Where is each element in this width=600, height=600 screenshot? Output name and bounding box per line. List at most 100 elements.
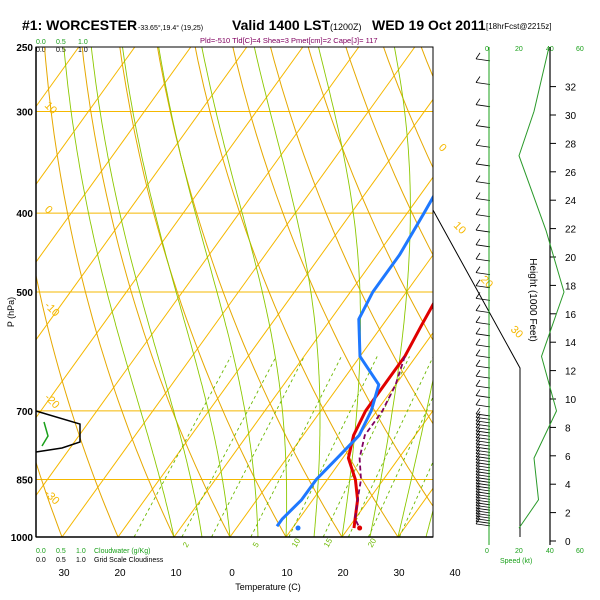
wind-barb-flag <box>475 411 481 418</box>
height-tick-label: 28 <box>565 139 577 150</box>
wind-barb-shaft <box>475 515 491 519</box>
wind-barb-shaft <box>475 285 491 289</box>
wind-barb-shaft <box>475 510 491 514</box>
wind-barb-flag <box>475 485 481 493</box>
wind-barb-flag <box>475 493 481 501</box>
wind-barb-flag <box>475 327 481 335</box>
speed-top-tick: 20 <box>515 46 523 53</box>
wind-barb-flag <box>475 76 481 83</box>
wind-barb-shaft <box>475 499 491 503</box>
wind-barb-flag <box>475 462 481 469</box>
mixing-ratio-line <box>133 356 232 537</box>
cloudwater-curve <box>41 421 49 447</box>
valid-date: WED 19 Oct 2011 <box>372 17 486 33</box>
wind-barb-shaft <box>475 144 491 148</box>
gridscale-legend: Grid Scale Cloudiness <box>94 557 164 564</box>
wind-barb-flag <box>475 431 481 438</box>
pressure-tick-label: 400 <box>16 209 33 220</box>
moist-adiabat <box>158 47 259 537</box>
height-axis-label: Height (1000 Feet) <box>527 258 538 341</box>
height-tick-label: 26 <box>565 168 577 179</box>
pressure-ticks: 250 300 400 500 700 850 1000 <box>11 43 34 544</box>
wind-barb-shaft <box>475 104 491 108</box>
wind-barb-flag <box>475 479 481 487</box>
wind-barb-shaft <box>475 453 491 456</box>
wind-barb-shaft <box>475 214 491 218</box>
isotherm-line <box>61 47 416 537</box>
wind-barb-shaft <box>475 385 491 389</box>
indices-line: Pld=-510 Tld[C]=4 Shea=3 Pmet[cm]=2 Cape… <box>200 36 378 45</box>
dry-adiabat <box>194 47 399 537</box>
moist-adiabat <box>253 47 321 537</box>
wind-barb-shaft <box>475 198 491 201</box>
moist-adiabat <box>397 377 433 537</box>
temperature-profile <box>346 301 433 529</box>
height-tick-label: 24 <box>565 196 577 207</box>
speed-bottom-tick: 60 <box>576 548 584 555</box>
wind-barb-flag <box>475 279 481 286</box>
speed-axis-label: Speed (kt) <box>500 558 532 565</box>
wind-barb-flag <box>475 421 481 428</box>
isotherm-line <box>36 47 192 263</box>
wind-barb-flag <box>475 501 481 509</box>
temperature-tick-label: 10 <box>170 568 182 579</box>
wind-barb-flag <box>475 471 481 478</box>
isotherm-line <box>285 331 433 537</box>
height-tick-label: 2 <box>565 509 571 520</box>
mixing-ratio-label: 5 <box>251 540 261 549</box>
height-tick-label: 22 <box>565 225 577 236</box>
wind-barb-flag <box>475 450 481 457</box>
wind-barb-flag <box>475 316 481 323</box>
wind-barb-flag <box>475 389 481 396</box>
cloud-bottom-tick-green: 1.0 <box>76 548 86 555</box>
cloud-bottom-legend-green: 0.0 0.5 1.0 Cloudwater (g/Kg) <box>36 548 150 555</box>
parcel-profile <box>354 356 406 529</box>
moist-adiabat <box>201 47 288 537</box>
dry-adiabat <box>345 47 433 257</box>
wind-barb-shaft <box>475 355 491 359</box>
wind-barb-flag <box>475 491 481 498</box>
wind-barb-shaft <box>475 462 491 466</box>
mixing-ratio-line <box>398 460 433 537</box>
wind-barb-flag <box>475 208 481 215</box>
cloud-top-tick-green: 0.0 <box>36 39 46 46</box>
speed-bottom-tick: 0 <box>485 548 489 555</box>
dry-adiabat <box>36 273 119 537</box>
height-tick-label: 30 <box>565 111 577 122</box>
temperature-tick-label: 30 <box>393 568 405 579</box>
temperature-tick-label: 30 <box>58 568 70 579</box>
wind-barb-flag <box>475 369 481 377</box>
cloud-top-tick: 0.5 <box>56 47 66 54</box>
temperature-tick-label: 20 <box>114 568 126 579</box>
cloud-top-ticks-green: 0.0 0.5 1.0 <box>36 39 88 46</box>
wind-barb-flag <box>475 398 481 406</box>
profiles <box>275 194 433 531</box>
wind-barb-flag <box>475 418 481 425</box>
wind-barb-flag <box>475 414 481 422</box>
speed-top-tick: 60 <box>576 46 584 53</box>
wind-barb-shaft <box>475 507 491 511</box>
wind-barb-shaft <box>475 125 491 128</box>
wind-barb-flag <box>475 456 481 463</box>
wind-barb-flag <box>475 359 481 367</box>
wind-barb-shaft <box>475 482 491 486</box>
height-tick-label: 10 <box>565 395 577 406</box>
speed-bottom-tick: 40 <box>546 548 554 555</box>
wind-barb-shaft <box>475 258 491 262</box>
wind-barb-flag <box>475 474 481 481</box>
pressure-axis-label: P (hPa) <box>6 297 16 327</box>
wind-barb-shaft <box>475 322 491 325</box>
height-tick-label: 0 <box>565 537 571 548</box>
dry-adiabat <box>156 47 343 537</box>
wind-barb-flag <box>475 424 481 432</box>
pressure-tick-label: 700 <box>16 407 33 418</box>
height-tick-label: 4 <box>565 480 571 491</box>
wind-barb-flag <box>475 304 481 311</box>
wind-barb-shaft <box>475 244 491 248</box>
height-tick-label: 12 <box>565 367 577 378</box>
wind-barb-flag <box>475 437 481 445</box>
wind-barb-shaft <box>475 456 491 459</box>
moist-adiabat <box>63 47 175 537</box>
wind-barb-flag <box>475 119 481 126</box>
surface-temperature-dot <box>357 525 363 531</box>
